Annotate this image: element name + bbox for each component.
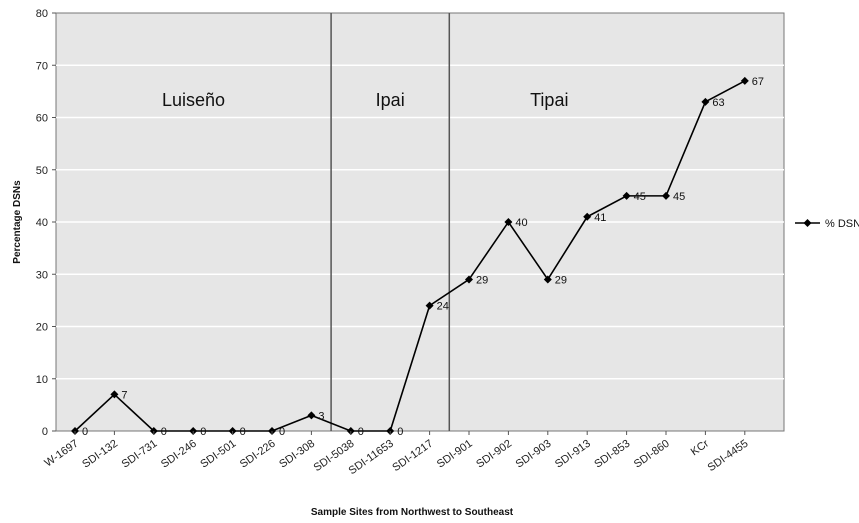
- x-tick-label: SDI-913: [553, 438, 593, 471]
- x-tick-label: SDI-1217: [390, 438, 435, 474]
- data-point: [504, 218, 513, 226]
- data-point: [307, 411, 316, 420]
- data-label: 7: [121, 389, 127, 401]
- region-label: Luiseño: [162, 90, 225, 110]
- x-axis-label: Sample Sites from Northwest to Southeast: [311, 507, 514, 518]
- data-label: 0: [358, 426, 364, 438]
- x-tick-label: SDI-860: [632, 438, 672, 471]
- x-tick-label: SDI-226: [238, 438, 278, 471]
- region-dividers: [330, 13, 451, 431]
- x-tick-label: SDI-731: [120, 438, 160, 471]
- data-label: 45: [634, 191, 646, 203]
- y-axis-ticks: 0 10 20 30 40 50 60 70 80: [36, 8, 56, 438]
- y-tick-label: 20: [36, 322, 48, 334]
- data-label: 40: [515, 217, 527, 229]
- data-label: 67: [752, 76, 764, 88]
- data-label: 0: [240, 426, 246, 438]
- data-label: 29: [476, 274, 488, 286]
- x-tick-label: SDI-501: [198, 438, 238, 471]
- legend-label: % DSN: [825, 218, 859, 230]
- y-tick-label: 50: [36, 165, 48, 177]
- x-tick-label: W-1697: [42, 438, 80, 470]
- data-label: 29: [555, 274, 567, 286]
- legend-marker: [803, 219, 812, 227]
- data-label: 0: [161, 426, 167, 438]
- data-point: [662, 191, 670, 200]
- x-tick-label: SDI-132: [80, 438, 120, 471]
- data-label: 0: [200, 426, 206, 438]
- data-point: [425, 301, 434, 310]
- data-point: [465, 275, 473, 284]
- x-tick-label: SDI-4455: [706, 438, 751, 474]
- x-tick-label: SDI-903: [514, 438, 554, 471]
- y-tick-label: 80: [36, 8, 48, 20]
- y-tick-label: 10: [36, 374, 48, 386]
- data-point: [740, 76, 749, 85]
- legend: % DSN: [795, 218, 859, 230]
- data-label: 0: [82, 426, 88, 438]
- data-point: [583, 212, 592, 221]
- x-tick-label: SDI-902: [474, 438, 514, 471]
- data-point: [701, 97, 710, 106]
- region-label: Ipai: [376, 90, 405, 110]
- data-label: 41: [594, 212, 606, 224]
- x-tick-label: SDI-901: [435, 438, 475, 471]
- y-axis-label: Percentage DSNs: [12, 180, 23, 264]
- series-line: 0 7 0 0 0 0 3 0 0 24 29 40 29 41 45 45 63 67: [71, 76, 764, 438]
- gridlines: [56, 64, 784, 380]
- data-label: 0: [279, 426, 285, 438]
- x-tick-label: SDI-246: [159, 438, 199, 471]
- data-point: [110, 390, 119, 399]
- data-label: 45: [673, 191, 685, 203]
- y-tick-label: 60: [36, 113, 48, 125]
- x-tick-label: SDI-11653: [347, 438, 396, 478]
- data-point: [543, 275, 552, 284]
- y-tick-label: 70: [36, 60, 48, 72]
- data-label: 24: [437, 301, 449, 313]
- x-tick-label: SDI-853: [592, 438, 632, 471]
- y-tick-label: 30: [36, 269, 48, 281]
- region-labels: Luiseño Ipai Tipai: [162, 90, 568, 110]
- region-label: Tipai: [530, 90, 568, 110]
- data-label: 0: [397, 426, 403, 438]
- y-tick-label: 0: [42, 426, 48, 438]
- data-label: 63: [712, 97, 724, 109]
- y-tick-label: 40: [36, 217, 48, 229]
- x-tick-label: SDI-308: [277, 438, 317, 471]
- x-tick-label: KCr: [689, 437, 712, 458]
- series-polyline: [74, 80, 746, 432]
- data-point: [622, 191, 631, 200]
- data-label: 3: [318, 410, 324, 422]
